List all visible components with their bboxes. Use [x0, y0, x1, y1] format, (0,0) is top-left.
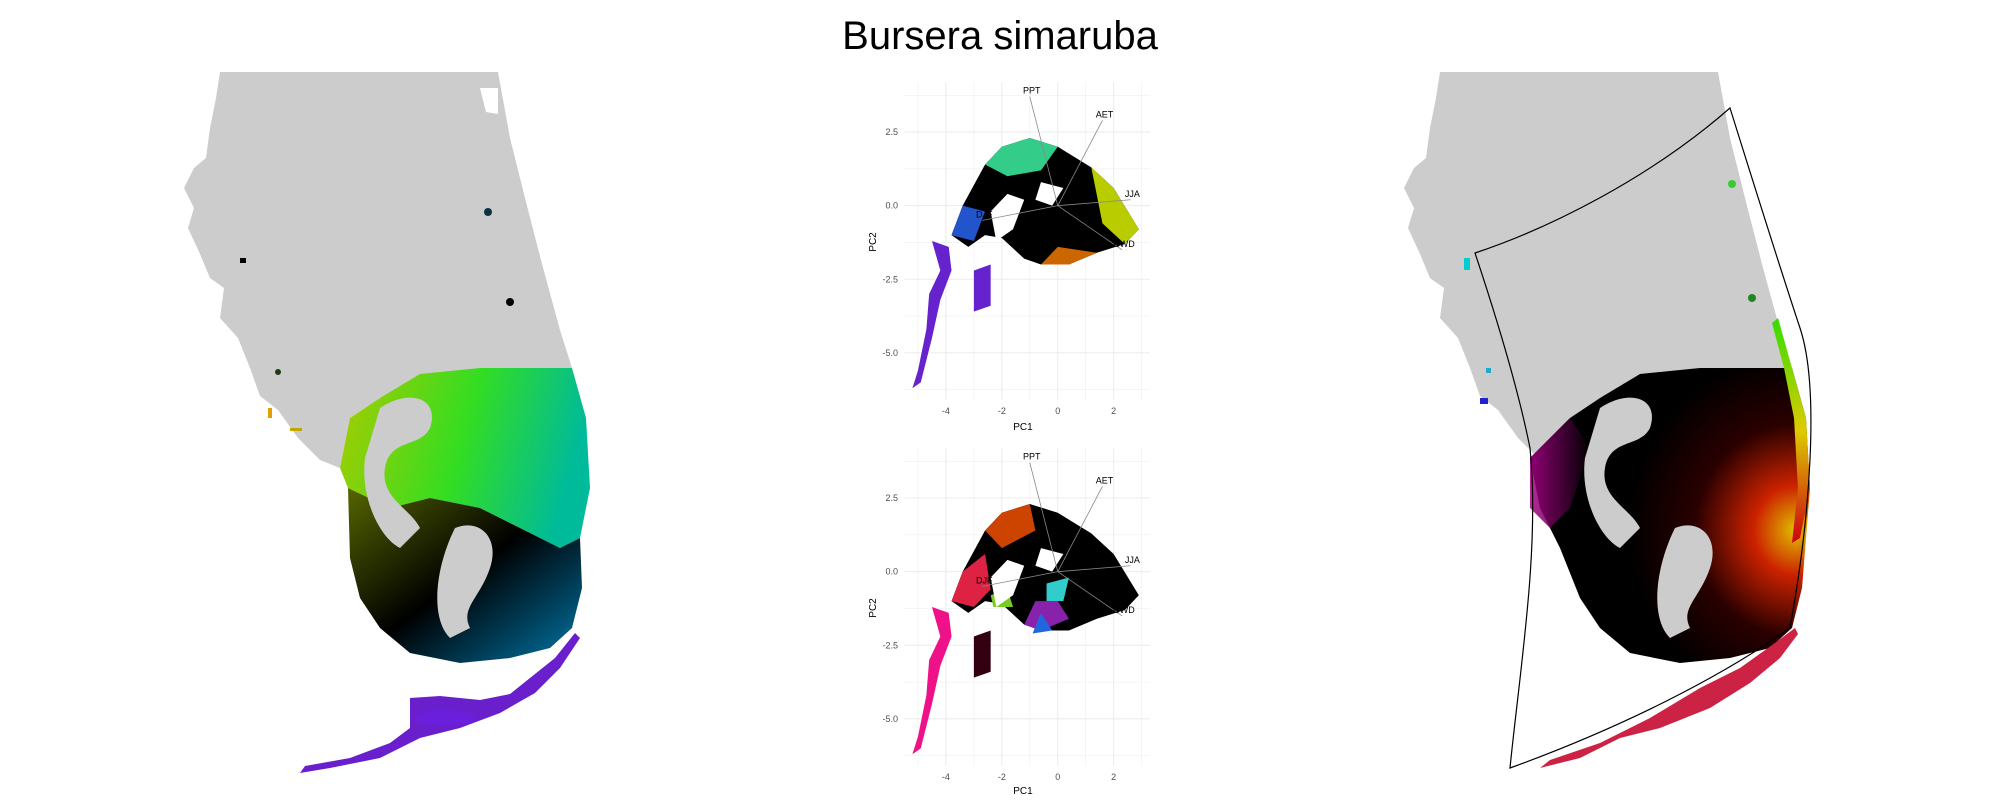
loadings: PPT AET JJA CWD DJF: [976, 86, 1140, 251]
loadings: PPT AET JJA CWD DJF: [976, 452, 1140, 617]
cloud-blue: [1032, 612, 1053, 634]
loading-arrow-jja: [1057, 565, 1131, 573]
y-tick-label: -5.0: [882, 714, 898, 724]
x-tick-label: -4: [942, 772, 950, 782]
x-axis-label: PC1: [1013, 422, 1033, 433]
loading-arrow-ppt: [1029, 96, 1059, 206]
loading-label-jja: JJA: [1125, 189, 1140, 199]
loading-label-ppt: PPT: [1023, 86, 1041, 96]
x-axis-label: PC1: [1013, 786, 1033, 797]
loading-arrow-aet: [1057, 120, 1103, 206]
cloud-hole: [1035, 548, 1064, 572]
x-tick-label: 0: [1055, 772, 1060, 782]
x-tick-labels: -4 -2 0 2: [942, 772, 1116, 782]
cloud-tail: [912, 607, 952, 755]
coastal-mark: [268, 408, 272, 418]
coastal-dot: [1748, 294, 1756, 302]
loading-label-djf: DJF: [976, 209, 993, 219]
cloud-blob: [973, 630, 991, 678]
keys-blob: [415, 710, 475, 726]
coastal-dot: [1728, 180, 1736, 188]
y-tick-label: -5.0: [882, 348, 898, 358]
coastal-mark: [1480, 398, 1488, 404]
loading-arrow-djf: [982, 571, 1058, 587]
x-tick-label: 2: [1111, 772, 1116, 782]
inner-land-2: [1657, 525, 1713, 638]
left-map: [184, 72, 590, 773]
loading-arrow-aet: [1057, 486, 1103, 572]
cloud-hole: [990, 193, 1025, 241]
cloud-orange: [1040, 246, 1097, 265]
x-tick-label: 0: [1055, 406, 1060, 416]
right-map: [1404, 72, 1812, 769]
loading-label-cwd: CWD: [1113, 605, 1135, 615]
y-tick-label: 0.0: [885, 201, 898, 211]
pca-biplot-bottom: PPT AET JJA CWD DJF -4 -2 0 2 2.5 0.0 -2.5 -5.0 PC…: [868, 448, 1150, 797]
cloud-hole: [990, 559, 1025, 607]
y-tick-label: 0.0: [885, 567, 898, 577]
east-edge: [1772, 318, 1810, 543]
land-shape: [184, 72, 572, 468]
loading-label-ppt: PPT: [1023, 452, 1041, 462]
cloud-red: [951, 554, 991, 607]
inner-land-2: [437, 525, 493, 638]
loading-label-cwd: CWD: [1113, 239, 1135, 249]
chart-title: Bursera simaruba: [842, 14, 1158, 58]
x-tick-label: 2: [1111, 406, 1116, 416]
loading-arrow-djf: [982, 205, 1058, 221]
cloud-yellow: [1091, 167, 1139, 244]
inner-land: [364, 397, 432, 548]
coastal-dot: [275, 369, 281, 375]
y-tick-label: 2.5: [885, 493, 898, 503]
loading-arrow-cwd: [1057, 571, 1123, 617]
y-tick-label: 2.5: [885, 127, 898, 137]
loading-arrow-ppt: [1029, 462, 1059, 572]
y-tick-labels: 2.5 0.0 -2.5 -5.0: [882, 127, 898, 358]
loading-arrow-cwd: [1057, 205, 1123, 251]
coastal-mark: [1486, 368, 1491, 373]
loading-label-aet: AET: [1096, 475, 1114, 485]
x-tick-label: -4: [942, 406, 950, 416]
ne-inlet: [480, 88, 498, 114]
cloud-blue: [951, 205, 986, 241]
coastal-mark: [240, 258, 246, 263]
loading-label-jja: JJA: [1125, 555, 1140, 565]
coastal-dot: [484, 208, 492, 216]
point-cloud: [912, 503, 1139, 755]
x-tick-label: -2: [998, 772, 1006, 782]
y-tick-labels: 2.5 0.0 -2.5 -5.0: [882, 493, 898, 724]
keys-band: [300, 633, 580, 773]
cloud-tail: [912, 241, 952, 389]
cloud-blob: [973, 264, 991, 312]
y-tick-label: -2.5: [882, 274, 898, 284]
y-axis-label: PC2: [868, 232, 879, 252]
cloud-green-top: [985, 137, 1058, 177]
point-cloud: [912, 137, 1139, 389]
coastal-dot: [506, 298, 514, 306]
pca-biplot-top: PPT AET JJA CWD DJF -4 -2 0 2 2.5 0.0 -2.5 -5.0 PC…: [868, 82, 1150, 433]
region-outline: [1474, 106, 1812, 769]
cloud-cyan: [1046, 577, 1069, 602]
cloud-purple: [1024, 601, 1069, 631]
x-tick-label: -2: [998, 406, 1006, 416]
loading-label-aet: AET: [1096, 109, 1114, 119]
inner-land: [1584, 397, 1652, 548]
coastal-mark: [290, 428, 302, 431]
west-fringe: [1530, 418, 1590, 528]
x-tick-labels: -4 -2 0 2: [942, 406, 1116, 416]
coastal-mark: [1464, 258, 1470, 270]
loading-arrow-jja: [1057, 199, 1131, 207]
cloud-hole: [1035, 182, 1064, 206]
land-shape: [1404, 72, 1792, 468]
y-tick-label: -2.5: [882, 640, 898, 650]
y-axis-label: PC2: [868, 598, 879, 618]
loading-label-djf: DJF: [976, 575, 993, 585]
